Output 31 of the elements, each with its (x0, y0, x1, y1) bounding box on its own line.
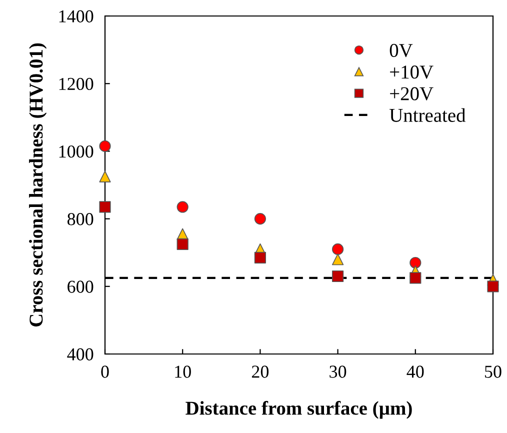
x-axis-title: Distance from surface (µm) (186, 400, 412, 419)
point (99, 140, 111, 152)
y-tick-label: 400 (67, 348, 94, 360)
point (410, 256, 422, 269)
y-tick-label: 800 (67, 213, 94, 226)
point (487, 280, 499, 292)
point (332, 254, 344, 266)
y-axis-title: Cross sectional hardness (HV0.01) (29, 43, 47, 326)
legend-label: +20V (390, 87, 434, 100)
point (332, 243, 344, 256)
x-tick-label: 40 (406, 366, 424, 378)
x-tick-label: 50 (485, 366, 502, 378)
y-tick-label: 600 (68, 280, 94, 293)
y-tick-label: 1000 (59, 145, 94, 158)
x-tick-label: 0 (101, 366, 109, 378)
point (332, 270, 344, 282)
point (254, 213, 266, 225)
x-tick-label: 10 (175, 366, 191, 378)
point (99, 170, 111, 182)
legend-label: Untreated (390, 108, 466, 122)
x-tick-label: 20 (252, 366, 269, 378)
legend-label: 0V (390, 44, 413, 58)
x-tick-label: 30 (330, 366, 346, 378)
y-tick-label: 1400 (59, 10, 94, 22)
point (176, 201, 188, 213)
point (99, 201, 111, 213)
point (254, 252, 266, 264)
legend-label: +10V (390, 66, 434, 79)
y-tick-label: 1200 (59, 78, 94, 90)
point (410, 272, 422, 284)
point (176, 238, 188, 250)
